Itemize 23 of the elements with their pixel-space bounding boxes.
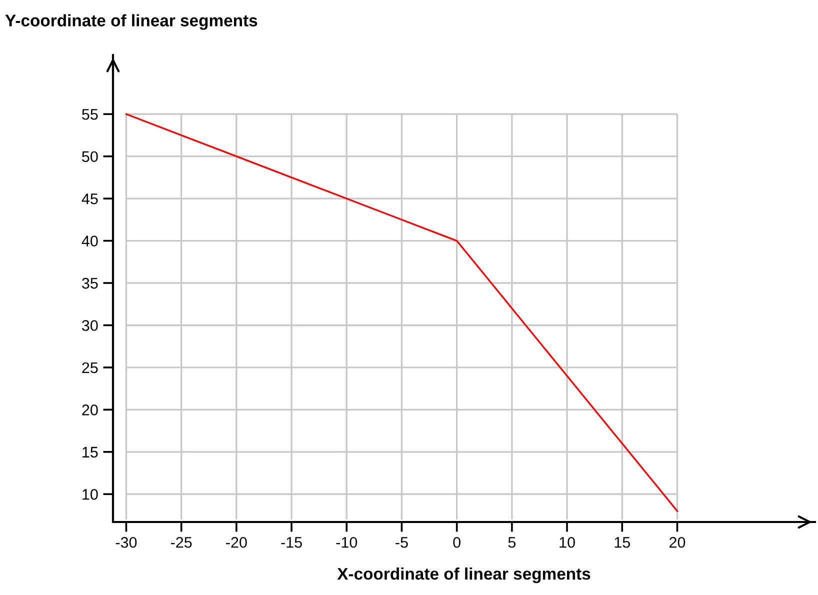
x-tick-label: -20 — [226, 536, 247, 548]
y-tick-label: 40 — [82, 236, 98, 246]
y-tick-label: 30 — [82, 320, 98, 331]
y-axis-title: Y-coordinate of linear segments — [5, 14, 258, 30]
x-tick-label: -5 — [396, 537, 408, 548]
x-tick-label: 10 — [560, 536, 575, 548]
x-tick-label: 0 — [453, 536, 460, 548]
y-tick-label: 20 — [82, 404, 98, 416]
x-tick-label: -10 — [336, 536, 358, 548]
x-tick-label: 20 — [670, 536, 686, 548]
x-tick-label: -30 — [116, 536, 137, 548]
y-tick-label: 25 — [82, 362, 98, 374]
y-tick-label: 50 — [82, 151, 98, 162]
x-axis-title: X-coordinate of linear segments — [337, 567, 590, 584]
y-tick-label: 45 — [82, 194, 98, 204]
y-tick-label: 55 — [82, 109, 98, 120]
x-tick-label: -25 — [170, 536, 192, 548]
y-tick-label: 10 — [82, 489, 98, 500]
x-tick-label: -15 — [281, 537, 302, 548]
x-tick-label: 15 — [614, 537, 630, 548]
y-tick-label: 35 — [82, 278, 98, 289]
x-tick-label: 5 — [508, 537, 516, 548]
y-tick-label: 15 — [82, 446, 98, 458]
